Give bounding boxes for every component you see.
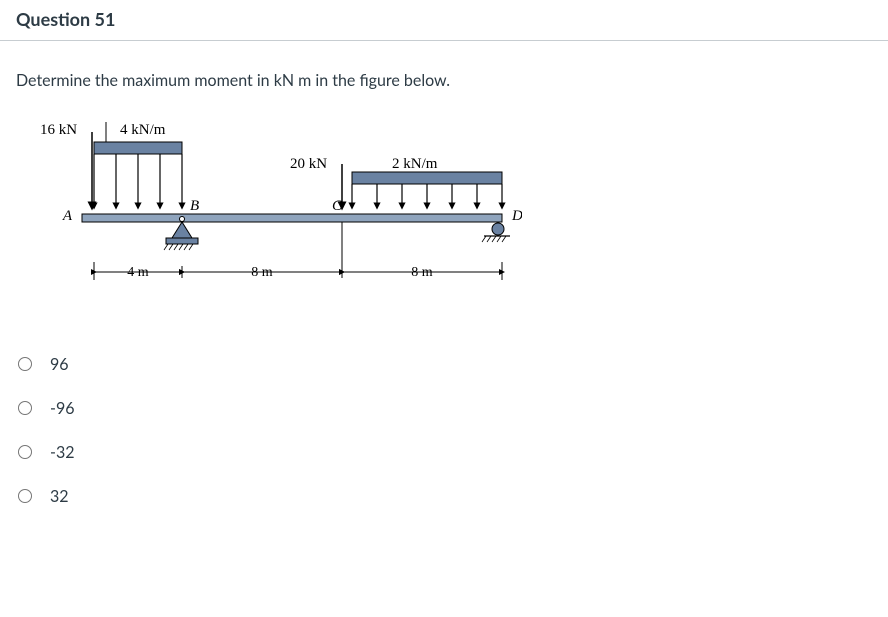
option-row[interactable]: -96 <box>16 386 872 430</box>
option-radio[interactable] <box>18 401 32 415</box>
question-header: Question 51 <box>0 0 888 41</box>
svg-text:16 kN: 16 kN <box>40 122 77 138</box>
beam-figure: 4 kN/m 2 kN/m 16 kN 20 kN A B C D 4 m 8 m 8 m <box>22 112 522 322</box>
svg-text:8 m: 8 m <box>251 265 273 280</box>
option-label: -96 <box>50 399 75 418</box>
svg-text:8 m: 8 m <box>411 265 433 280</box>
svg-text:4 kN/m: 4 kN/m <box>120 122 166 138</box>
option-label: 32 <box>50 487 69 506</box>
question-number: Question 51 <box>16 8 115 30</box>
option-label: -32 <box>50 443 75 462</box>
svg-text:4 m: 4 m <box>127 265 149 280</box>
option-row[interactable]: 96 <box>16 342 872 386</box>
option-radio[interactable] <box>18 445 32 459</box>
svg-text:C: C <box>332 198 343 214</box>
option-row[interactable]: 32 <box>16 474 872 518</box>
option-radio[interactable] <box>18 489 32 503</box>
option-radio[interactable] <box>18 357 32 371</box>
svg-text:D: D <box>511 208 522 224</box>
svg-text:20 kN: 20 kN <box>290 156 327 172</box>
option-label: 96 <box>50 355 69 374</box>
beam-svg: 4 kN/m 2 kN/m 16 kN 20 kN A B C D 4 m 8 m 8 m <box>22 112 522 322</box>
answer-options: 96 -96 -32 32 <box>16 342 872 518</box>
question-body: Determine the maximum moment in kN m in … <box>0 41 888 518</box>
svg-text:A: A <box>62 208 73 224</box>
svg-text:2 kN/m: 2 kN/m <box>392 156 438 172</box>
option-row[interactable]: -32 <box>16 430 872 474</box>
question-prompt: Determine the maximum moment in kN m in … <box>16 71 872 90</box>
svg-text:B: B <box>190 198 199 214</box>
